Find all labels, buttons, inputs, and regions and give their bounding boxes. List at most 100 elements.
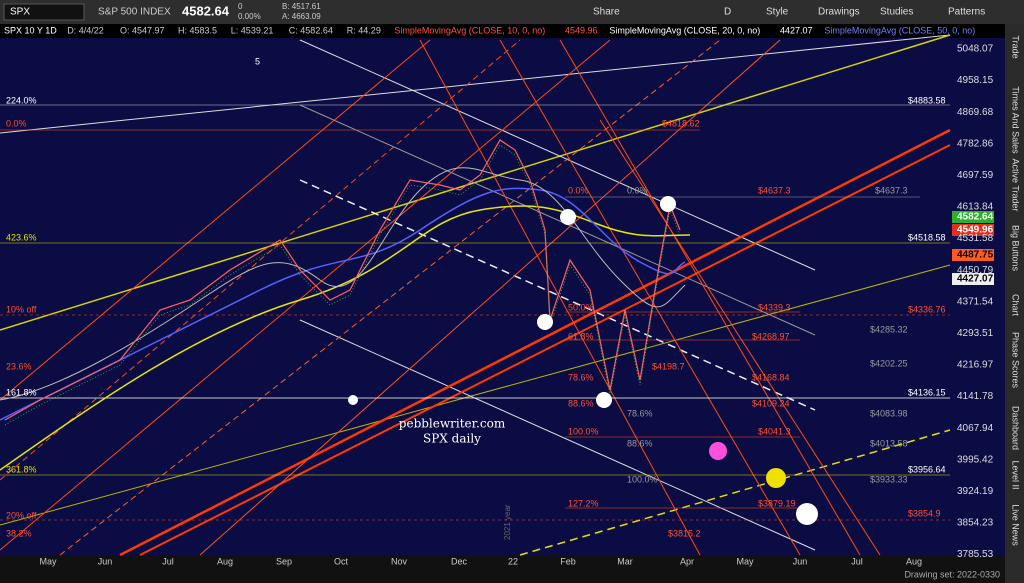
toolbar-button[interactable]: Share <box>593 7 620 18</box>
symbol-name: S&P 500 INDEX <box>98 7 171 18</box>
annotation: $3933.33 <box>870 474 908 484</box>
price-label: 3995.42 <box>957 454 994 465</box>
annotation: 100.0% <box>568 426 599 436</box>
price-label: 3854.23 <box>957 518 994 529</box>
watermark: pebblewriter.com <box>399 417 506 431</box>
price-label: 4450.79 <box>957 265 994 276</box>
legend-item: L: 4539.21 <box>231 25 274 35</box>
annotation: $4168.84 <box>752 372 790 382</box>
annotation: $4637.3 <box>758 185 791 195</box>
annotation: $4285.32 <box>870 324 908 334</box>
month-label: Jun <box>98 556 113 566</box>
annotation: 423.6% <box>6 232 37 242</box>
time-axis <box>0 555 1005 583</box>
annotation: 0.0% <box>627 185 648 195</box>
annotation: 127.2% <box>568 498 599 508</box>
price-label: 4067.94 <box>957 423 994 434</box>
toolbar-button[interactable]: D <box>724 7 731 18</box>
ask: A: 4663.09 <box>282 12 321 21</box>
price-axis <box>950 38 1005 555</box>
annotation: 161.8% <box>6 387 37 397</box>
side-tab[interactable]: Trade <box>1011 35 1021 58</box>
month-label: Oct <box>334 556 349 566</box>
toolbar-button[interactable]: Style <box>766 7 789 18</box>
annotation: $3956.64 <box>908 464 946 474</box>
price-label: 4141.78 <box>957 391 994 402</box>
side-tab[interactable]: Live News <box>1011 504 1021 546</box>
price-label: 3924.19 <box>957 486 994 497</box>
watermark: SPX daily <box>423 432 481 446</box>
annotation: 38.2% <box>6 528 32 538</box>
annotation: 88.6% <box>568 398 594 408</box>
annotation: $3879.19 <box>758 498 796 508</box>
month-label: Jun <box>793 556 808 566</box>
price-label: 4697.59 <box>957 170 994 181</box>
last-price: 4582.64 <box>182 3 230 18</box>
annotation: 0.0% <box>6 118 27 128</box>
annotation: $4339.3 <box>758 302 791 312</box>
price-label: 4216.97 <box>957 360 994 371</box>
legend-item: H: 4583.5 <box>178 25 217 35</box>
month-label: Aug <box>906 556 922 566</box>
price-tag: 4549.96 <box>957 225 994 236</box>
status: Drawing set: 2022-0330 <box>904 569 1000 579</box>
annotation: $4109.24 <box>752 398 790 408</box>
annotation: 20% off <box>6 510 37 520</box>
side-tab[interactable]: Level II <box>1011 460 1021 489</box>
symbol-box[interactable] <box>3 3 85 21</box>
price-label: 5048.07 <box>957 44 994 55</box>
annotation: 78.6% <box>627 408 653 418</box>
price-tag: 4427.07 <box>957 274 994 285</box>
study-value: 4549.96 <box>565 25 598 35</box>
side-tab[interactable]: Big Buttons <box>1011 225 1021 272</box>
annotation: 50.0% <box>568 302 594 312</box>
toolbar-button[interactable]: Studies <box>880 7 913 18</box>
side-tab[interactable]: Phase Scores <box>1011 332 1021 389</box>
month-label: Sep <box>276 556 292 566</box>
month-label: Dec <box>451 556 468 566</box>
year-label: 2021 year <box>503 504 512 540</box>
month-label: Nov <box>391 556 408 566</box>
side-tab[interactable]: Times And Sales <box>1011 86 1021 154</box>
study-name: SimpleMovingAvg (CLOSE, 10, 0, no) <box>394 25 545 35</box>
annotation: $4136.15 <box>908 387 946 397</box>
annotation: $4637.3 <box>875 185 908 195</box>
annotation: $4013.58 <box>870 438 908 448</box>
side-tab[interactable]: Chart <box>1011 294 1021 317</box>
side-tab[interactable]: Active Trader <box>1011 158 1021 211</box>
legend-item: R: 44.29 <box>347 25 381 35</box>
annotation: $4883.58 <box>908 95 946 105</box>
toolbar-button[interactable]: Patterns <box>948 7 985 18</box>
month-label: Aug <box>217 556 233 566</box>
price-label: 4531.58 <box>957 233 994 244</box>
month-label: May <box>39 556 57 566</box>
toolbar-button[interactable]: Drawings <box>818 7 860 18</box>
month-label: Jul <box>851 556 863 566</box>
month-label: Apr <box>680 556 694 566</box>
annotation: 224.0% <box>6 95 37 105</box>
annotation: $4202.25 <box>870 358 908 368</box>
annotation: $4336.76 <box>908 304 946 314</box>
legend-item: SPX 10 Y 1D <box>4 25 57 35</box>
annotation: 78.6% <box>568 372 594 382</box>
price-label: 4293.51 <box>957 328 994 339</box>
annotation: $4198.7 <box>652 361 685 371</box>
study-name: SimpleMovingAvg (CLOSE, 50, 0, no) <box>824 25 975 35</box>
annotation: 61.8% <box>568 331 594 341</box>
change-percent: 0.00% <box>238 12 261 21</box>
price-label: 4613.84 <box>957 202 994 213</box>
annotation: 23.6% <box>6 361 32 371</box>
study-name: SimpleMovingAvg (CLOSE, 20, 0, no) <box>609 25 760 35</box>
annotation: $4083.98 <box>870 408 908 418</box>
annotation: 5 <box>255 56 260 66</box>
annotation: $3854.9 <box>908 508 941 518</box>
price-tag: 4582.64 <box>957 212 994 223</box>
bid: B: 4517.61 <box>282 2 321 11</box>
change: 0 <box>238 2 243 11</box>
price-label: 3785.53 <box>957 549 994 560</box>
side-tab[interactable]: Dashboard <box>1011 406 1021 450</box>
annotation: 88.6% <box>627 438 653 448</box>
price-label: 4958.15 <box>957 75 994 86</box>
legend-bar <box>0 24 1005 38</box>
price-label: 4782.86 <box>957 138 994 149</box>
